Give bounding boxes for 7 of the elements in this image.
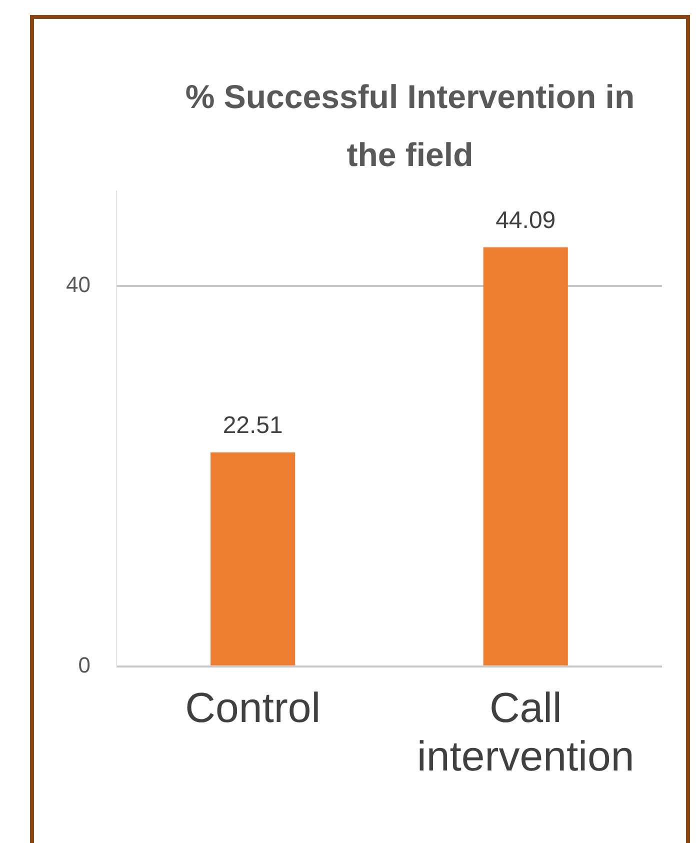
- y-tick-label: 40: [66, 272, 90, 298]
- data-label: 44.09: [496, 206, 556, 234]
- x-tick-label: Control: [185, 684, 321, 732]
- data-label: 22.51: [222, 412, 283, 439]
- y-tick-label: 0: [78, 652, 90, 678]
- x-tick-label: Call intervention: [417, 684, 634, 780]
- chart-title: % Successful Intervention in the field: [184, 77, 636, 175]
